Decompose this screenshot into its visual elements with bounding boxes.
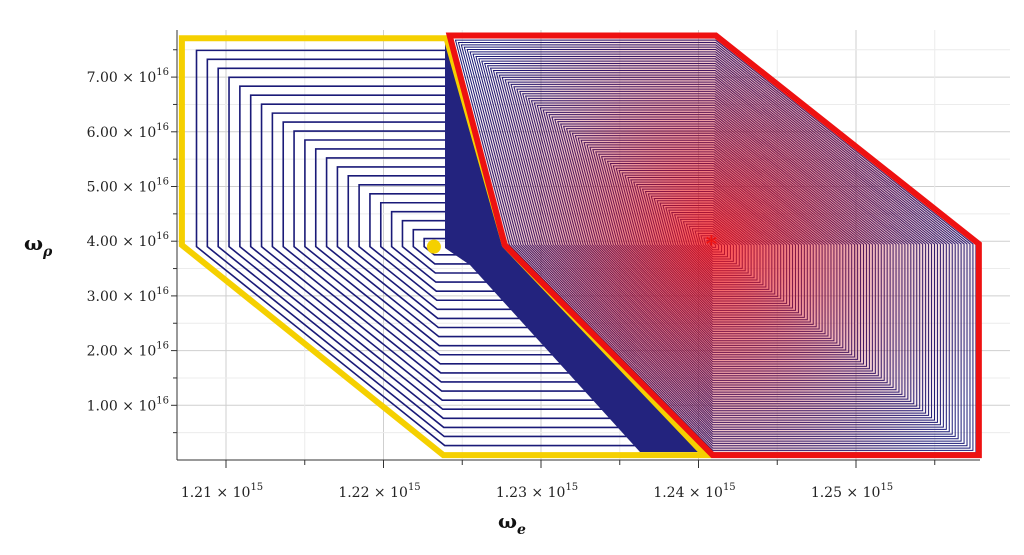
- yellow-contour-line: [271, 112, 618, 383]
- y-axis-label: ωρ: [24, 231, 53, 260]
- x-tick-label: 1.22 × 1015: [338, 482, 420, 501]
- regions: *: [178, 32, 982, 459]
- yellow-contour-line: [282, 121, 610, 374]
- yellow-contour-line: [228, 76, 651, 420]
- x-axis-label: ωe: [498, 509, 526, 538]
- red-region-boundary: [445, 32, 982, 459]
- yellow-contour-line: [249, 94, 635, 401]
- y-tick-label: 2.00 × 1016: [87, 341, 169, 360]
- tick-labels: 1.21 × 1015 1.22 × 1015 1.23 × 1015 1.24 × …: [87, 67, 894, 501]
- yellow-contour-line: [401, 219, 520, 274]
- yellow-contour-line: [390, 210, 528, 283]
- red-center-marker: *: [706, 232, 718, 258]
- yellow-contour-line: [293, 130, 602, 365]
- yellow-region-boundary: [178, 35, 712, 459]
- yellow-contour-line: [336, 166, 569, 329]
- yellow-contour-line: [260, 103, 627, 392]
- yellow-contour-line: [347, 175, 561, 320]
- y-tick-label: 3.00 × 1016: [87, 286, 169, 305]
- y-tick-label: 6.00 × 1016: [87, 122, 169, 141]
- y-tick-label: 7.00 × 1016: [87, 67, 169, 86]
- x-tick-label: 1.25 × 1015: [811, 482, 893, 501]
- x-tick-label: 1.24 × 1015: [653, 482, 735, 501]
- y-tick-label: 5.00 × 1016: [87, 177, 169, 196]
- yellow-contour-line: [304, 139, 594, 356]
- yellow-contour-line: [239, 85, 643, 411]
- yellow-contour-line: [379, 201, 536, 292]
- y-tick-label: 4.00 × 1016: [87, 231, 169, 250]
- yellow-contour-line: [314, 148, 586, 347]
- x-tick-label: 1.23 × 1015: [496, 482, 578, 501]
- yellow-contour-line: [369, 192, 544, 302]
- yellow-contour-line: [217, 67, 660, 429]
- yellow-center-marker: [426, 239, 441, 254]
- contour-lines: [195, 35, 980, 456]
- blue-transition-band: [445, 42, 698, 452]
- yellow-contour-line: [206, 58, 668, 438]
- y-tick-label: 1.00 × 1016: [87, 395, 169, 414]
- axes: [171, 30, 980, 468]
- yellow-contour-line: [325, 157, 577, 338]
- x-tick-label: 1.21 × 1015: [181, 482, 263, 501]
- yellow-contour-line: [358, 184, 553, 311]
- yellow-contour-line: [195, 49, 676, 447]
- yellow-contour-line: [412, 228, 512, 265]
